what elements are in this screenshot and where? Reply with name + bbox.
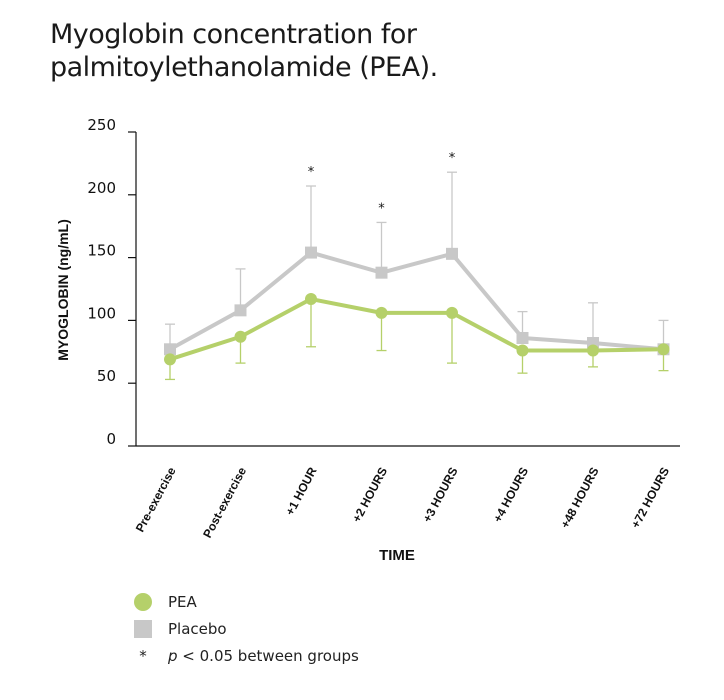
y-axis-label: MYOGLOBIN (ng/mL) [55, 219, 71, 361]
significance-star: * [378, 201, 385, 216]
chart-title: Myoglobin concentration for palmitoyleth… [50, 18, 690, 84]
y-tick-label: 50 [97, 367, 116, 385]
placebo-square-marker [446, 247, 458, 260]
x-tick-label: +3 HOURS [420, 465, 461, 525]
placebo-square-marker [305, 246, 317, 259]
p-text: < 0.05 between groups [177, 646, 359, 665]
pea-series-line [168, 297, 666, 362]
pea-circle-marker [446, 306, 458, 319]
pea-circle-marker [164, 353, 176, 366]
pea-circle-marker [516, 344, 529, 357]
placebo-square-marker [375, 266, 388, 279]
y-tick-label: 250 [87, 116, 116, 134]
x-axis-label: TIME [379, 547, 415, 564]
legend-significance-label: p < 0.05 between groups [168, 647, 359, 665]
pea-circle-marker [657, 343, 670, 356]
chart-legend: PEA Placebo * p < 0.05 between groups [130, 588, 359, 669]
placebo-square-marker [164, 343, 176, 356]
x-tick-label: +72 HOURS [628, 465, 672, 531]
pea-circle-marker [234, 330, 247, 343]
legend-placebo-label: Placebo [168, 619, 227, 638]
significance-star: * [308, 165, 315, 180]
y-tick-label: 0 [106, 430, 116, 448]
x-tick-label: +4 HOURS [490, 465, 531, 525]
y-tick-label: 200 [87, 179, 116, 197]
placebo-square-marker [234, 304, 247, 317]
chart-title-line-1: Myoglobin concentration for [50, 19, 417, 50]
legend-item-placebo: Placebo [130, 615, 359, 642]
x-tick-label: +48 HOURS [558, 465, 602, 531]
pea-circle-icon [134, 592, 152, 611]
pea-circle-marker [375, 306, 388, 319]
significance-star-icon: * [139, 646, 147, 665]
legend-item-pea: PEA [130, 588, 359, 615]
legend-item-significance: * p < 0.05 between groups [130, 642, 359, 669]
pea-circle-marker [587, 344, 599, 357]
x-tick-label: Post-exercise [200, 465, 249, 541]
placebo-series-line [168, 250, 666, 352]
x-tick-label: +1 HOUR [283, 465, 320, 518]
chart-title-line-2: palmitoylethanolamide (PEA). [50, 52, 438, 83]
p-symbol: p [168, 646, 178, 665]
myoglobin-line-chart: 0 50 100 150 200 250 Pre-exercise Post-exercis… [55, 116, 680, 564]
placebo-square-icon [134, 619, 152, 638]
placebo-square-marker [516, 331, 529, 344]
y-tick-label: 100 [87, 304, 116, 322]
x-tick-label: +2 HOURS [349, 465, 390, 525]
legend-pea-label: PEA [168, 592, 197, 611]
x-tick-label: Pre-exercise [133, 465, 179, 535]
y-tick-label: 150 [87, 242, 116, 260]
significance-star: * [449, 151, 456, 166]
pea-circle-marker [305, 293, 317, 306]
